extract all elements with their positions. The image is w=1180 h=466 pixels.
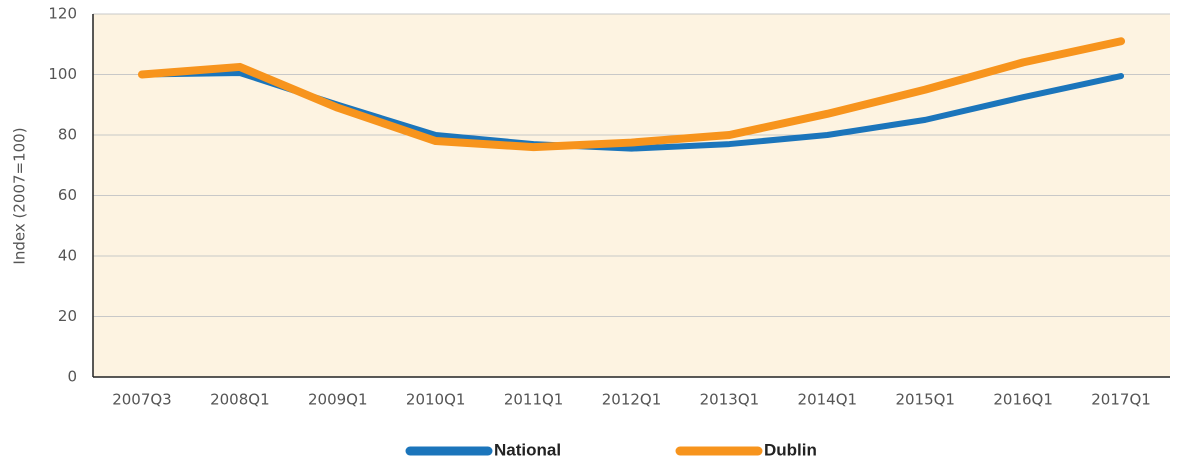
x-tick-label: 2009Q1	[308, 391, 368, 409]
x-tick-label: 2010Q1	[406, 391, 466, 409]
y-tick-label: 60	[58, 186, 77, 204]
y-tick-label: 0	[67, 368, 77, 386]
y-tick-label: 100	[48, 65, 77, 83]
y-axis-label: Index (2007=100)	[11, 127, 29, 264]
x-tick-label: 2008Q1	[210, 391, 270, 409]
legend-label: National	[494, 440, 561, 459]
y-tick-label: 120	[48, 5, 77, 23]
x-tick-label: 2011Q1	[504, 391, 564, 409]
x-tick-label: 2007Q3	[112, 391, 172, 409]
x-tick-label: 2016Q1	[993, 391, 1053, 409]
x-tick-label: 2012Q1	[602, 391, 662, 409]
y-tick-label: 20	[58, 307, 77, 325]
y-tick-label: 80	[58, 126, 77, 144]
line-series	[137, 37, 1126, 152]
x-tick-label: 2015Q1	[895, 391, 955, 409]
x-tick-label: 2014Q1	[798, 391, 858, 409]
x-tick-label: 2017Q1	[1091, 391, 1151, 409]
y-tick-label: 40	[58, 247, 77, 265]
x-tick-label: 2013Q1	[700, 391, 760, 409]
legend-label: Dublin	[764, 440, 817, 459]
